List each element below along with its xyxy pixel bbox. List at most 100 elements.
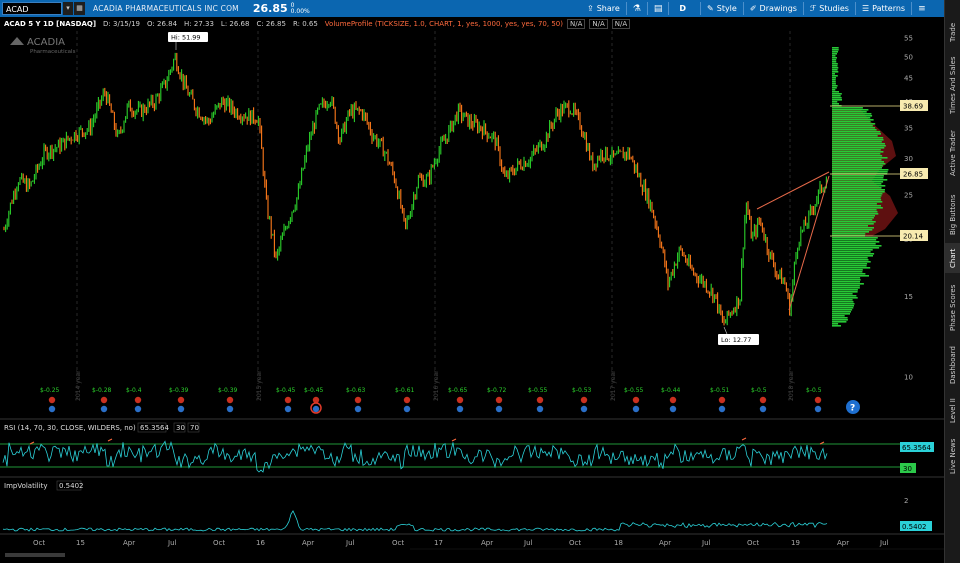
patterns-button[interactable]: Patterns: [872, 4, 906, 13]
impvol-panel[interactable]: ImpVolatility 0.5402 2 0.5402: [2, 480, 932, 532]
profile-bar: [832, 287, 860, 289]
profile-bar: [832, 215, 875, 217]
profile-bar: [832, 273, 866, 275]
tab-chart[interactable]: Chart: [945, 243, 960, 273]
share-button[interactable]: Share: [596, 4, 620, 13]
profile-bar: [832, 309, 853, 311]
time-tick-label: 16: [256, 539, 265, 547]
style-button[interactable]: Style: [716, 4, 737, 13]
price-axis-badges: 38.69 26.85 20.14: [900, 100, 928, 241]
profile-bar: [832, 277, 861, 279]
flask-icon[interactable]: ⚗: [632, 3, 641, 14]
divider: [668, 2, 670, 15]
earnings-icon: [669, 396, 677, 404]
earnings-value: $-0.44: [661, 387, 681, 394]
profile-bar: [832, 111, 867, 113]
level-badge-low: [900, 230, 928, 241]
profile-bar: [832, 59, 837, 61]
trend-line-upper[interactable]: [756, 171, 830, 210]
earnings-value: $-0.63: [346, 387, 366, 394]
profile-bar: [832, 75, 838, 77]
divider: [700, 2, 702, 15]
share-icon: ⇪: [587, 4, 594, 13]
price-change: 0 0.00%: [290, 1, 310, 15]
profile-bar: [832, 245, 882, 247]
timeframe-button[interactable]: D: [679, 4, 687, 13]
symbol-input[interactable]: ACAD: [2, 2, 62, 15]
chart-background: [0, 31, 944, 563]
year-label: 2016 year: [433, 370, 440, 401]
trend-line-lower[interactable]: [788, 175, 830, 311]
dividend-icon: [669, 405, 677, 413]
time-tick-label: Jul: [167, 539, 177, 547]
earnings-icon: [354, 396, 362, 404]
profile-bar: [832, 131, 881, 133]
menu-icon[interactable]: ≡: [918, 3, 926, 14]
tab-big-buttons[interactable]: Big Buttons: [949, 194, 957, 236]
impvol-value: 0.5402: [59, 482, 84, 490]
time-tick-label: Apr: [302, 539, 314, 547]
time-axis[interactable]: Oct 15 Apr Jul Oct 16 Apr Jul Oct 17 Apr Jul Oct 18 Ap…: [33, 539, 889, 547]
profile-bar: [832, 153, 881, 155]
time-scroll-thumb[interactable]: [5, 553, 65, 557]
profile-bar: [832, 95, 841, 97]
tab-live-news[interactable]: Live News: [949, 438, 957, 474]
studies-button[interactable]: Studies: [819, 4, 849, 13]
tab-dashboard[interactable]: Dashboard: [949, 346, 957, 384]
time-tick-label: Jul: [879, 539, 889, 547]
tab-active-trader[interactable]: Active Trader: [949, 130, 957, 176]
price-change-value: 0: [290, 1, 295, 9]
profile-bar: [832, 139, 884, 141]
tab-phase-scores[interactable]: Phase Scores: [949, 284, 957, 332]
profile-bar: [832, 171, 888, 173]
link-icon[interactable]: ▦: [74, 2, 85, 15]
tab-level-ii[interactable]: Level II: [949, 398, 957, 424]
dividend-icon: [284, 405, 292, 413]
earnings-value: $-0.45: [304, 387, 324, 394]
rsi-peak-mark: [107, 438, 113, 442]
profile-bar: [832, 247, 880, 249]
tab-times-and-sales[interactable]: Times And Sales: [949, 56, 957, 114]
profile-bar: [832, 69, 838, 71]
earnings-value: $-0.5: [751, 387, 767, 394]
symbol-dropdown-icon[interactable]: ▾: [63, 2, 73, 15]
style-icon: ✎: [707, 4, 714, 13]
level-badge-high-text: 38.69: [903, 103, 923, 111]
rsi-panel[interactable]: RSI (14, 70, 30, CLOSE, WILDERS, no) 65.…: [0, 422, 934, 473]
divider: [802, 2, 804, 15]
profile-bar: [832, 55, 836, 57]
print-icon[interactable]: ▤: [653, 3, 663, 14]
time-tick-label: 18: [614, 539, 623, 547]
earnings-icon: [718, 396, 726, 404]
profile-bar: [832, 77, 836, 79]
dividend-icon: [495, 405, 503, 413]
question-icon: ?: [850, 404, 855, 414]
profile-bar: [832, 217, 874, 219]
rsi-os-value: 70: [190, 424, 199, 432]
price-tick-label: 10: [904, 374, 913, 382]
dividend-icon: [536, 405, 544, 413]
earnings-value: $-0.45: [276, 387, 296, 394]
profile-bar: [832, 299, 853, 301]
profile-bar: [832, 325, 841, 327]
profile-bar: [832, 109, 869, 111]
chart-canvas[interactable]: ACADIA Pharmaceuticals 2014 year 2015 yea…: [0, 31, 944, 563]
rsi-peak-mark: [741, 437, 747, 441]
earnings-icon: [177, 396, 185, 404]
profile-bar: [832, 203, 877, 205]
profile-bar: [832, 51, 838, 53]
earnings-value: $-0.39: [169, 387, 189, 394]
earnings-icon: [759, 396, 767, 404]
volume-profile-study[interactable]: VolumeProfile (TICKSIZE, 1.0, CHART, 1, …: [324, 20, 563, 28]
profile-bar: [832, 145, 886, 147]
dividend-icon: [718, 405, 726, 413]
earnings-markers: $-0.25 $-0.28 $-0.4 $-0.39 $-0.39 $-0.45 $-0.4…: [40, 387, 822, 414]
dividend-icon: [48, 405, 56, 413]
tab-trade[interactable]: Trade: [949, 22, 957, 42]
dividend-icon: [759, 405, 767, 413]
profile-bar: [832, 71, 839, 73]
help-button[interactable]: ?: [846, 400, 860, 414]
info-high: H: 27.33: [184, 20, 214, 28]
drawings-button[interactable]: Drawings: [759, 4, 797, 13]
